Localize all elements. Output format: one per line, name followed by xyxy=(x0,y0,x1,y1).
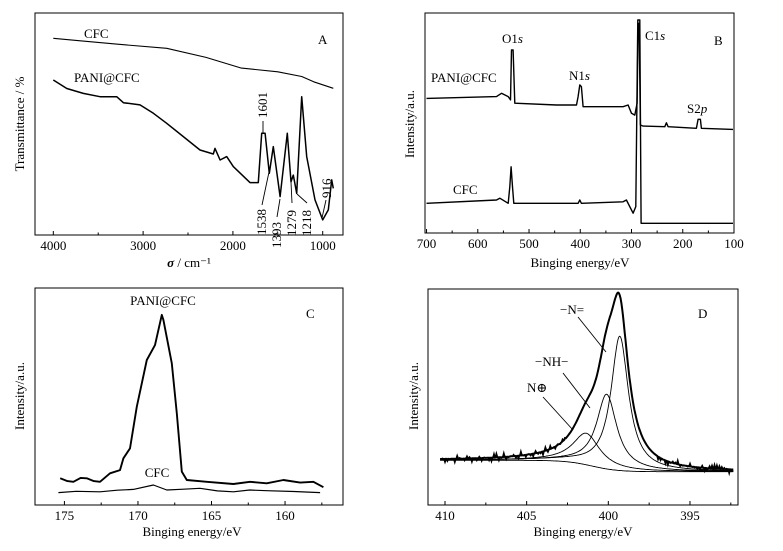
x-axis-label: σ / cm⁻¹ xyxy=(167,255,211,270)
x-tick-label: 170 xyxy=(128,508,148,523)
component-label-n-plus: N⊕ xyxy=(527,380,547,395)
x-tick-label: 600 xyxy=(468,236,488,251)
series-line-pani-cfc xyxy=(59,313,324,489)
x-tick-label: 500 xyxy=(519,236,539,251)
y-axis-label: Transmittance / % xyxy=(12,76,27,171)
x-axis-label: Binging energy/eV xyxy=(533,524,633,539)
panel-d-n1s-chart: 410 405 400 395 D −N= −NH− N⊕ Binging energ… xyxy=(406,288,739,539)
peak-label-s2p: S2p xyxy=(687,101,708,116)
peak-annotations: 1601 1538 1393 1279 1218 916 xyxy=(254,92,334,248)
annotation-1279: 1279 xyxy=(284,210,299,236)
panel-c-s2p-chart: 175 170 165 160 C PANI@CFC CFC Binging ener… xyxy=(12,287,344,539)
series-label-pani: PANI@CFC xyxy=(130,293,196,308)
x-tick-label: 175 xyxy=(55,508,75,523)
series-label-pani: PANI@CFC xyxy=(74,70,140,85)
series-label-cfc: CFC xyxy=(453,182,478,197)
annotation-916: 916 xyxy=(319,178,334,198)
x-tick-label: 4000 xyxy=(40,238,66,253)
panel-b-xps-survey-chart: 700 600 500 400 300 200 100 B PANI@CFC CFC O1s… xyxy=(402,12,744,270)
series-label-pani: PANI@CFC xyxy=(431,70,497,85)
x-tick-label: 300 xyxy=(622,236,642,251)
chart-marks: 175 170 165 160 xyxy=(55,313,324,523)
chart-marks: 410 405 400 395 xyxy=(435,291,734,523)
x-tick-label: 100 xyxy=(724,236,744,251)
peak-label-o1s: O1s xyxy=(502,31,523,46)
plot-frame xyxy=(34,287,344,506)
x-tick-label: 400 xyxy=(571,236,591,251)
series-line-cfc xyxy=(58,484,321,494)
x-tick-label: 405 xyxy=(517,508,537,523)
x-tick-label: 400 xyxy=(599,508,619,523)
x-axis-label: Binging energy/eV xyxy=(142,524,242,539)
x-tick-label: 410 xyxy=(435,508,455,523)
component-label-n-double: −N= xyxy=(560,302,584,317)
series-label-cfc: CFC xyxy=(84,26,109,41)
series-line-pani-cfc xyxy=(52,79,335,221)
x-tick-label: 700 xyxy=(417,236,437,251)
x-tick-label: 165 xyxy=(202,508,222,523)
x-tick-label: 160 xyxy=(275,508,295,523)
annotation-1218: 1218 xyxy=(299,210,314,236)
series-line-cfc xyxy=(53,37,334,89)
plot-frame xyxy=(424,12,735,234)
series-line-cfc xyxy=(426,19,733,225)
peak-label-n1s: N1s xyxy=(569,68,590,83)
plot-frame xyxy=(427,288,739,506)
leader-line xyxy=(542,396,574,431)
x-tick-label: 1000 xyxy=(310,238,336,253)
panel-label: A xyxy=(318,32,328,47)
series-line-pani-cfc xyxy=(426,22,734,131)
chart-marks: 4000 3000 2000 1000 xyxy=(40,37,336,253)
y-axis-label: Intensity/a.u. xyxy=(406,362,421,430)
leader-line xyxy=(577,316,607,353)
x-axis-label: Binging energy/eV xyxy=(530,255,630,270)
annotation-1538: 1538 xyxy=(254,209,269,235)
x-tick-label: 3000 xyxy=(130,238,156,253)
y-axis-label: Intensity/a.u. xyxy=(402,90,417,158)
leader-line xyxy=(562,372,591,409)
annotation-1601: 1601 xyxy=(255,92,270,118)
x-tick-label: 395 xyxy=(680,508,700,523)
component-label-nh: −NH− xyxy=(535,354,568,369)
panel-label: D xyxy=(698,306,707,321)
peak-label-c1s: C1s xyxy=(645,28,665,43)
x-tick-label: 2000 xyxy=(220,238,246,253)
panel-label: C xyxy=(306,306,315,321)
x-tick-label: 200 xyxy=(673,236,693,251)
y-axis-label: Intensity/a.u. xyxy=(12,362,27,430)
panel-a-ftir-chart: 4000 3000 2000 1000 A CFC PANI@CFC 1601 153… xyxy=(12,12,344,270)
panel-label: B xyxy=(714,33,723,48)
envelope-line xyxy=(439,291,734,477)
chart-marks: 700 600 500 400 300 200 100 xyxy=(417,19,744,251)
plot-frame xyxy=(34,12,344,236)
series-label-cfc: CFC xyxy=(145,465,170,480)
annotation-1393: 1393 xyxy=(269,222,284,248)
